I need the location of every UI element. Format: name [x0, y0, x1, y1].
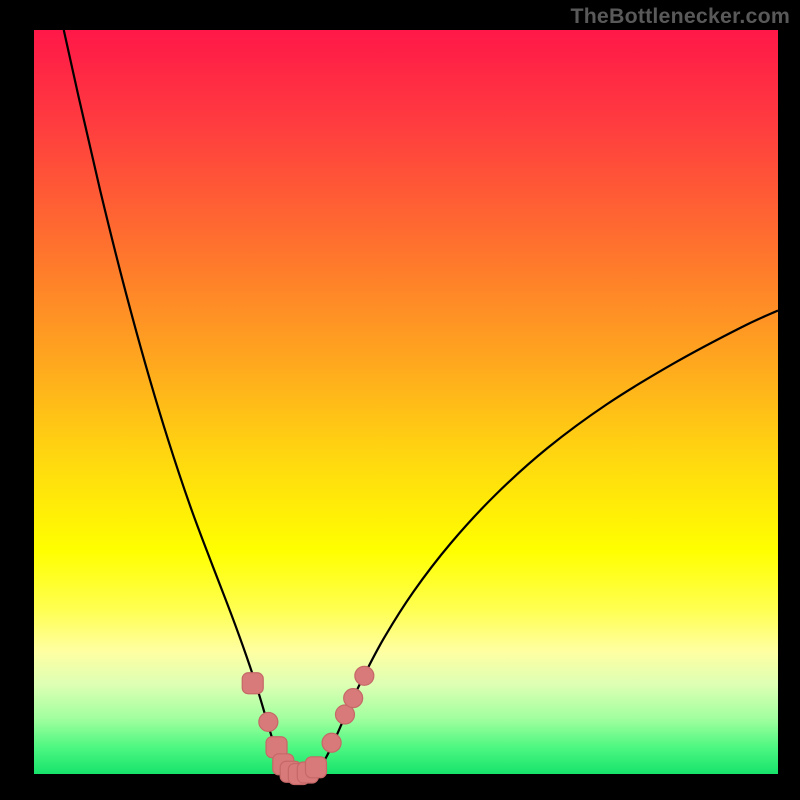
chart-frame: { "watermark": { "text": "TheBottlenecke…: [0, 0, 800, 800]
data-marker: [242, 673, 263, 694]
data-marker: [344, 689, 363, 708]
data-marker: [259, 712, 278, 731]
data-marker: [355, 666, 374, 685]
data-marker: [322, 733, 341, 752]
data-marker: [305, 757, 326, 778]
chart-svg: [34, 30, 778, 774]
plot-area: [34, 30, 778, 774]
gradient-background: [34, 30, 778, 774]
watermark-text: TheBottlenecker.com: [570, 4, 790, 29]
